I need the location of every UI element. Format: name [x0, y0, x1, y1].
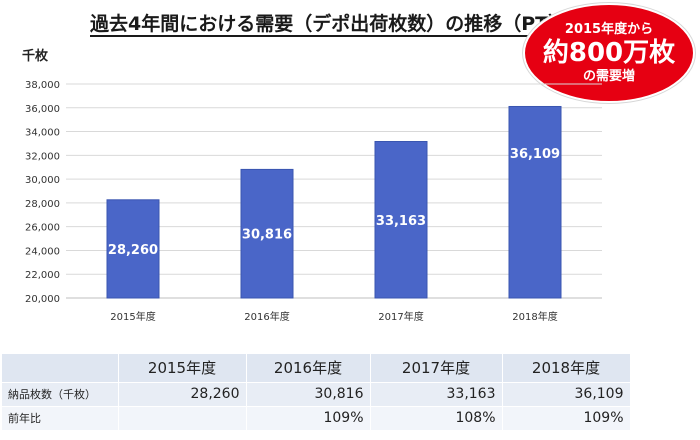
- y-tick-label: 26,000: [25, 223, 60, 234]
- row-label: 前年比: [2, 406, 119, 431]
- row-label: 納品枚数（千枚）: [2, 382, 119, 407]
- x-axis-ticks: 2015年度 2016年度 2017年度 2018年度: [110, 310, 557, 323]
- table-header-cell: [2, 354, 119, 383]
- demand-increase-callout: 2015年度から 約800万枚 の需要増: [523, 3, 695, 103]
- data-label: 28,260: [108, 243, 158, 258]
- data-label: 30,816: [242, 228, 292, 243]
- table-cell: 28,260: [118, 382, 247, 407]
- table-row: 前年比 109% 108% 109%: [2, 406, 631, 431]
- y-axis-unit-label: 千枚: [22, 48, 49, 64]
- y-axis-ticks: 20,000 22,000 24,000 26,000 28,000 30,000 32,0…: [25, 80, 60, 305]
- bars: [106, 105, 562, 299]
- x-tick-label: 2016年度: [244, 310, 289, 323]
- bar-2017年度: [374, 141, 428, 299]
- x-tick-label: 2017年度: [378, 310, 423, 323]
- bar-2018年度: [508, 105, 562, 299]
- table-cell: 108%: [370, 406, 503, 431]
- table-cell: 109%: [502, 406, 631, 431]
- table-cell: 33,163: [370, 382, 503, 407]
- data-labels: 28,260 30,816 33,163 36,109: [108, 147, 560, 258]
- table-cell: 36,109: [502, 382, 631, 407]
- data-table: 2015年度 2016年度 2017年度 2018年度 納品枚数（千枚） 28,…: [2, 354, 631, 431]
- y-tick-label: 22,000: [25, 270, 60, 281]
- y-tick-label: 28,000: [25, 199, 60, 210]
- y-tick-label: 20,000: [25, 294, 60, 305]
- y-tick-label: 30,000: [25, 175, 60, 186]
- data-label: 36,109: [510, 147, 560, 162]
- callout-line-1: 2015年度から: [564, 22, 654, 37]
- callout-line-2: 約800万枚: [542, 38, 676, 68]
- table-header-row: 2015年度 2016年度 2017年度 2018年度: [2, 354, 631, 383]
- y-tick-label: 38,000: [25, 80, 60, 91]
- table-cell: 30,816: [246, 382, 371, 407]
- data-label: 33,163: [376, 214, 426, 229]
- x-tick-label: 2015年度: [110, 310, 155, 323]
- bar-2015年度: [106, 199, 160, 299]
- table-header-cell: 2017年度: [370, 354, 503, 383]
- callout-line-3: の需要増: [582, 69, 635, 84]
- table-header-cell: 2016年度: [246, 354, 371, 383]
- bar-2016年度: [240, 168, 294, 299]
- y-tick-label: 34,000: [25, 128, 60, 139]
- table-row: 納品枚数（千枚） 28,260 30,816 33,163 36,109: [2, 382, 631, 407]
- chart-title: 過去4年間における需要（デポ出荷枚数）の推移（PT）: [90, 13, 568, 35]
- table-cell: 109%: [246, 406, 371, 431]
- x-tick-label: 2018年度: [512, 310, 557, 323]
- y-tick-label: 32,000: [25, 151, 60, 162]
- table-header-cell: 2015年度: [118, 354, 247, 383]
- table-header-cell: 2018年度: [502, 354, 631, 383]
- bar-chart: 20,000 22,000 24,000 26,000 28,000 30,000 32,0…: [22, 48, 602, 323]
- table-cell: [118, 406, 247, 431]
- y-tick-label: 36,000: [25, 104, 60, 115]
- y-tick-label: 24,000: [25, 246, 60, 257]
